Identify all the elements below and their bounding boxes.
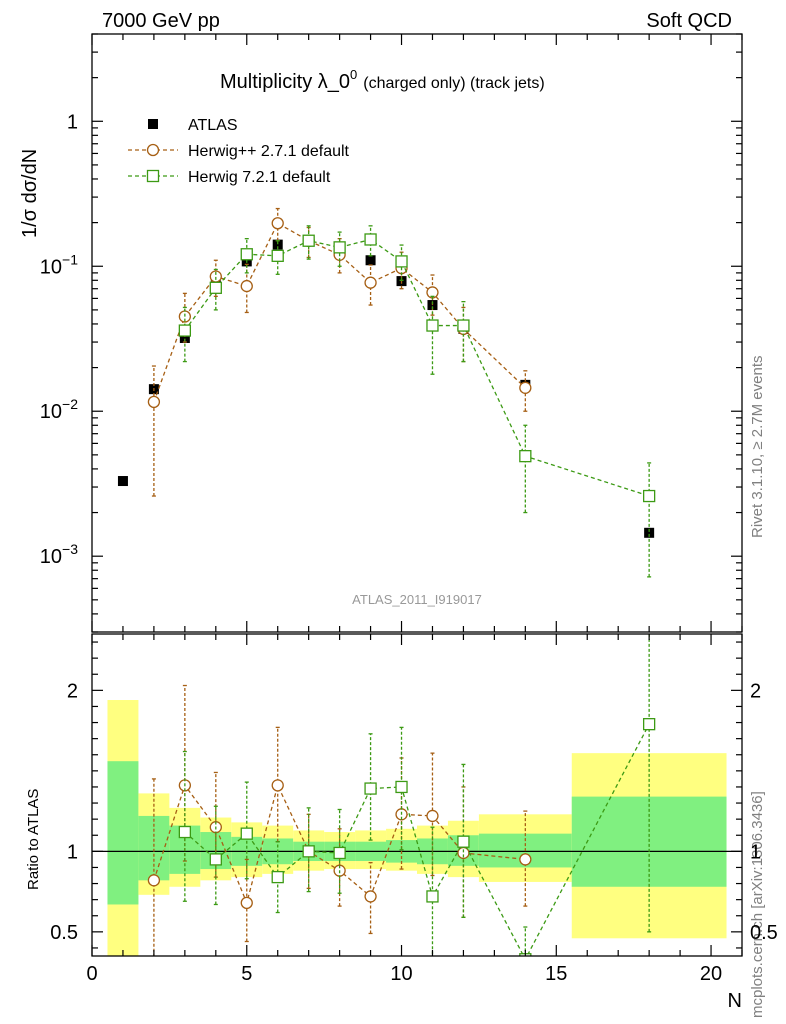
analysis-id-label: ATLAS_2011_I919017	[352, 592, 482, 607]
x-axis-label: N	[728, 990, 742, 1012]
ratio-point-herwig-7-2-1-default	[178, 825, 192, 839]
ratio-band-green	[107, 761, 139, 905]
ratio-line-herwig-7-2-1-default	[184, 723, 650, 956]
main-point-herwig-7-2-1-default	[457, 319, 470, 332]
legend-item: Herwig 7.2.1 default	[128, 169, 331, 186]
ratio-point-herwig-7-2-1-default	[209, 853, 222, 866]
legend-item: Herwig++ 2.7.1 default	[128, 143, 350, 160]
main-point-herwig-7-2-1-default	[519, 449, 532, 463]
header-left: 7000 GeV pp	[102, 10, 220, 32]
main-line-herwig-7-2-1-default	[184, 238, 650, 497]
legend-label: Herwig 7.2.1 default	[188, 169, 331, 186]
main-point-herwig-2-7-1-default	[147, 395, 161, 409]
main-point-atlas	[117, 476, 128, 487]
legend-marker	[148, 119, 158, 129]
ratio-point-herwig-2-7-1-default	[240, 896, 253, 910]
main-line-herwig-2-7-1-default	[153, 222, 526, 403]
ratio-point-herwig-2-7-1-default	[519, 853, 532, 866]
mcplots-label: mcplots.cern.ch [arXiv:1306.3436]	[749, 791, 766, 1018]
ratio-point-herwig-7-2-1-default	[395, 780, 408, 794]
x-tick-label: 10	[390, 963, 412, 985]
legend-label: ATLAS	[188, 117, 238, 134]
y-tick-label: 10−1	[40, 251, 78, 278]
y-axis-label-bottom: Ratio to ATLAS	[25, 789, 42, 890]
x-tick-label: 15	[545, 963, 567, 985]
legend-marker	[146, 143, 160, 157]
x-tick-label: 0	[86, 963, 97, 985]
ratio-uncertainty-bands	[107, 700, 727, 956]
main-point-atlas	[644, 527, 655, 538]
legend-marker	[146, 169, 160, 183]
x-tick-label: 20	[700, 963, 722, 985]
plot-title: Multiplicity λ_00(charged only) (track j…	[220, 67, 545, 93]
legend: ATLAS Herwig++ 2.7.1 default Herwig 7.2.1 …	[128, 117, 350, 186]
ratio-line-herwig-2-7-1-default	[153, 783, 526, 905]
ratio-point-herwig-7-2-1-default	[457, 835, 470, 848]
ratio-y-tick-label-right: 2	[750, 680, 761, 702]
main-point-herwig-7-2-1-default	[271, 249, 284, 262]
x-tick-label: 5	[241, 963, 252, 985]
main-point-atlas	[179, 332, 190, 343]
main-point-herwig-7-2-1-default	[395, 255, 408, 268]
ratio-y-tick-label-right: 0.5	[750, 922, 778, 944]
header-right: Soft QCD	[646, 10, 732, 32]
ratio-point-herwig-7-2-1-default	[364, 782, 377, 795]
main-panel-series	[117, 207, 656, 578]
ratio-y-tick-label: 1	[67, 841, 78, 863]
main-point-herwig-7-2-1-default	[364, 233, 377, 246]
legend-label: Herwig++ 2.7.1 default	[188, 143, 350, 160]
ratio-point-herwig-2-7-1-default	[426, 809, 439, 823]
main-point-herwig-7-2-1-default	[178, 324, 192, 337]
ratio-point-herwig-2-7-1-default	[364, 890, 377, 903]
ratio-point-herwig-7-2-1-default	[333, 846, 346, 860]
ratio-point-herwig-2-7-1-default	[147, 874, 161, 887]
ratio-point-herwig-7-2-1-default	[426, 890, 439, 903]
main-point-herwig-7-2-1-default	[333, 241, 346, 254]
ratio-y-tick-label: 2	[67, 680, 78, 702]
main-point-herwig-7-2-1-default	[302, 234, 315, 247]
main-point-atlas	[272, 239, 283, 250]
ratio-point-herwig-7-2-1-default	[240, 827, 253, 840]
ratio-point-herwig-7-2-1-default	[271, 870, 284, 884]
y-tick-label: 10−2	[40, 396, 78, 423]
rivet-version-label: Rivet 3.1.10, ≥ 2.7M events	[749, 356, 766, 539]
legend-item: ATLAS	[148, 117, 238, 134]
main-point-atlas	[365, 255, 376, 266]
ratio-panel-series	[147, 634, 656, 956]
y-axis-label-top: 1/σ dσ/dN	[19, 149, 41, 238]
ratio-point-herwig-2-7-1-default	[271, 779, 284, 792]
ratio-y-tick-label: 0.5	[50, 922, 78, 944]
y-tick-label: 10−3	[40, 541, 78, 568]
main-point-herwig-7-2-1-default	[209, 281, 222, 294]
main-point-herwig-2-7-1-default	[364, 276, 377, 289]
axis-tick-labels: 0 5 10 15 20 10−3 10−2 10−1 1 0.5 0.5 1 1 2 2	[40, 111, 778, 985]
ratio-y-tick-label-right: 1	[750, 841, 761, 863]
main-point-herwig-2-7-1-default	[271, 217, 284, 230]
main-point-herwig-7-2-1-default	[642, 489, 656, 503]
ratio-point-herwig-7-2-1-default	[302, 845, 315, 858]
main-point-herwig-7-2-1-default	[240, 248, 253, 261]
main-point-herwig-2-7-1-default	[519, 381, 532, 394]
y-tick-label: 1	[67, 111, 78, 133]
main-point-herwig-7-2-1-default	[426, 319, 439, 332]
ratio-panel-frame	[91, 633, 743, 957]
main-panel-frame	[91, 33, 743, 633]
main-point-herwig-2-7-1-default	[240, 279, 253, 293]
ratio-point-herwig-7-2-1-default	[642, 718, 656, 731]
